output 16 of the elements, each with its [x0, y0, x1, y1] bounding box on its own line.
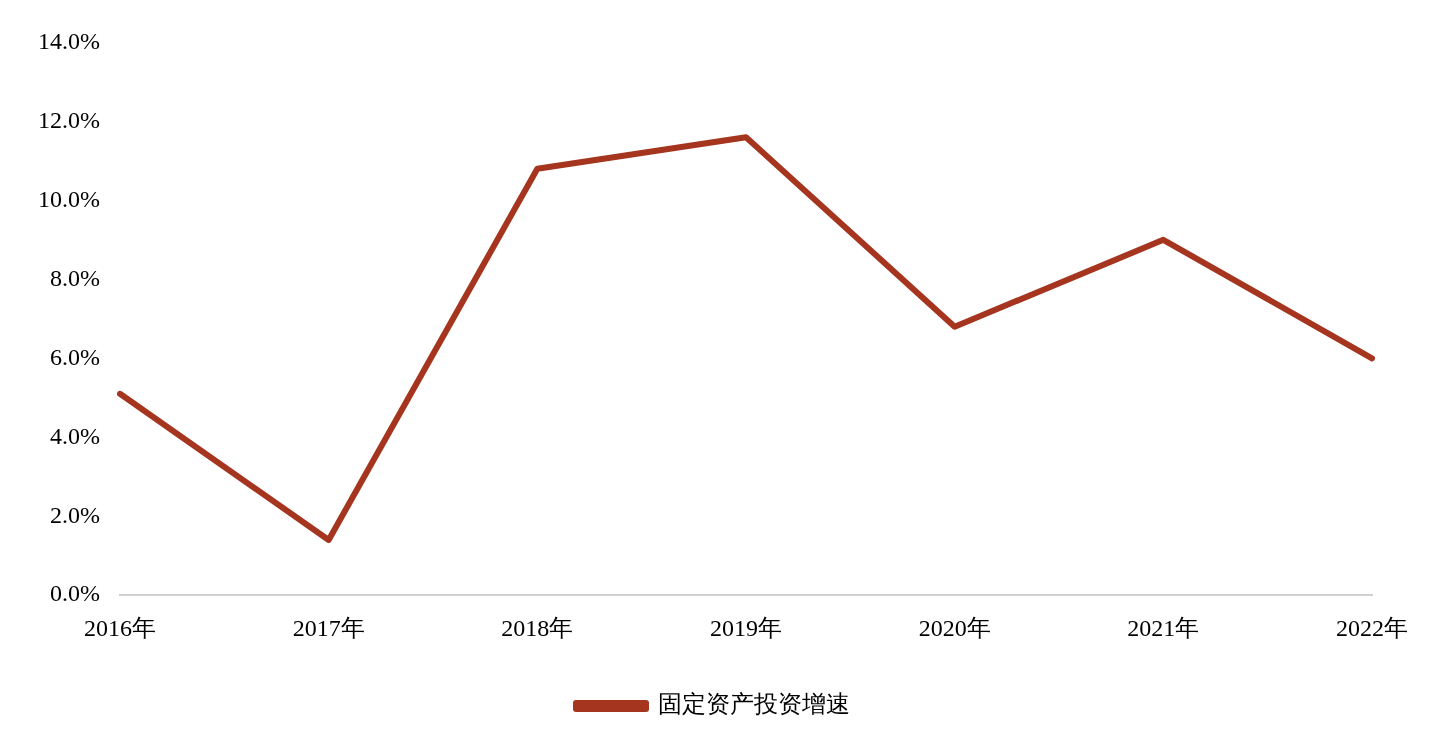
- x-tick-label: 2018年: [501, 614, 574, 641]
- x-tick-label: 2020年: [918, 614, 991, 641]
- y-tick-label: 14.0%: [37, 27, 100, 54]
- x-tick-label: 2021年: [1127, 614, 1200, 641]
- y-tick-label: 6.0%: [49, 343, 100, 370]
- y-tick-label: 0.0%: [49, 580, 100, 607]
- legend-label: 固定资产投资增速: [658, 691, 850, 718]
- x-tick-label: 2017年: [292, 614, 365, 641]
- y-tick-label: 12.0%: [37, 106, 100, 133]
- y-tick-label: 4.0%: [49, 422, 100, 449]
- x-tick-label: 2022年: [1336, 614, 1408, 641]
- y-tick-label: 2.0%: [49, 501, 100, 528]
- y-tick-label: 8.0%: [49, 264, 100, 291]
- x-tick-label: 2016年: [83, 614, 156, 641]
- x-tick-label: 2019年: [710, 614, 782, 641]
- y-tick-label: 10.0%: [37, 185, 100, 212]
